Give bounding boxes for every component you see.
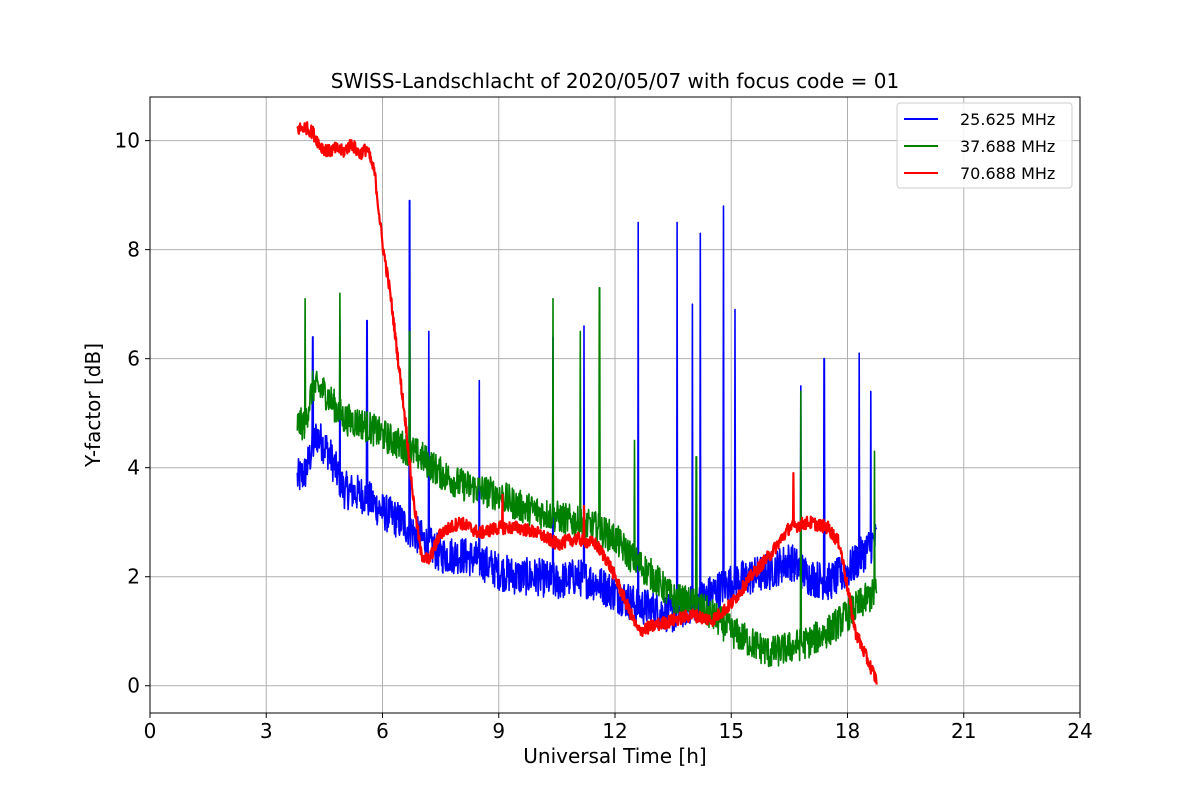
- legend-label: 25.625 MHz: [960, 110, 1055, 129]
- y-tick-label: 10: [115, 129, 140, 153]
- x-tick-label: 15: [719, 719, 744, 743]
- y-tick-label: 2: [127, 565, 140, 589]
- chart-title: SWISS-Landschlacht of 2020/05/07 with fo…: [331, 69, 899, 93]
- y-tick-label: 6: [127, 347, 140, 371]
- legend-label: 37.688 MHz: [960, 137, 1055, 156]
- y-axis-label: Y-factor [dB]: [81, 343, 105, 468]
- x-tick-label: 24: [1067, 719, 1092, 743]
- x-tick-label: 6: [376, 719, 389, 743]
- legend: 25.625 MHz 37.688 MHz 70.688 MHz: [896, 102, 1073, 189]
- y-tick-label: 4: [127, 456, 140, 480]
- y-axis-ticks: 0 2 4 6 8 10: [115, 129, 150, 698]
- x-tick-label: 18: [835, 719, 860, 743]
- grid-lines: [150, 97, 1080, 713]
- series-line-1: [296, 199, 878, 633]
- x-tick-label: 0: [144, 719, 157, 743]
- x-tick-label: 9: [492, 719, 505, 743]
- y-tick-label: 8: [127, 238, 140, 262]
- plot-area: [296, 121, 878, 685]
- x-tick-label: 3: [260, 719, 273, 743]
- series-lines: [296, 121, 878, 685]
- x-tick-label: 12: [602, 719, 627, 743]
- y-tick-label: 0: [127, 674, 140, 698]
- x-axis-ticks: 0 3 6 9 12 15 18 21 24: [144, 713, 1093, 743]
- x-tick-label: 21: [951, 719, 976, 743]
- series-line-2: [296, 287, 878, 668]
- series-line-3: [296, 121, 878, 685]
- legend-label: 70.688 MHz: [960, 164, 1055, 183]
- legend-box: [896, 102, 1073, 189]
- x-axis-label: Universal Time [h]: [523, 744, 706, 768]
